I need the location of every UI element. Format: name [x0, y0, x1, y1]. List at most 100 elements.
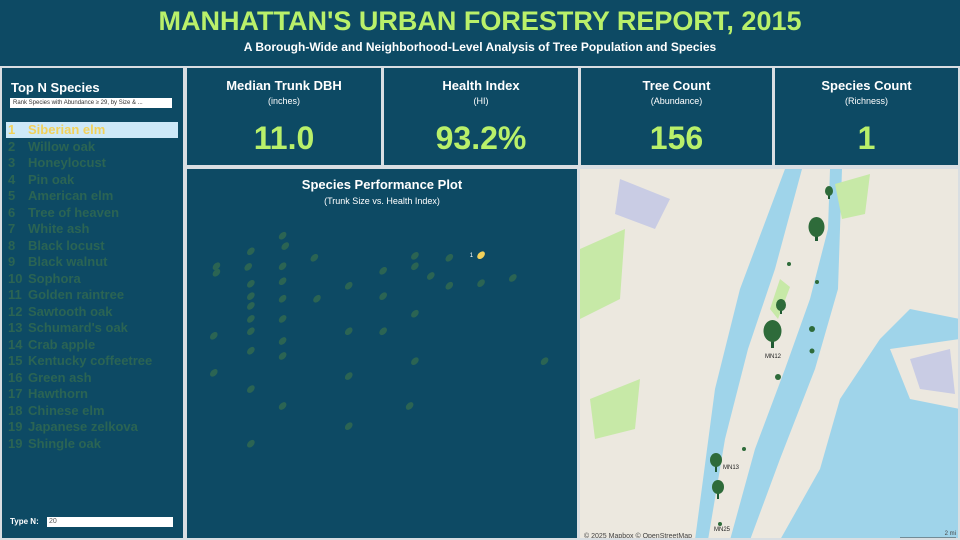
species-item[interactable]: 9 Black walnut — [6, 254, 178, 270]
leaf-point — [411, 309, 419, 318]
tree-icon — [825, 186, 833, 199]
species-item[interactable]: 18 Chinese elm — [6, 403, 178, 419]
leaf-point — [426, 272, 435, 280]
tree-icon — [809, 348, 815, 354]
leaf-point — [247, 292, 255, 300]
leaf-point — [313, 294, 321, 303]
kpi-value: 156 — [649, 120, 704, 156]
leaf-point — [209, 369, 218, 377]
title: MANHATTAN'S URBAN FORESTRY REPORT, 2015 — [158, 6, 802, 36]
species-rank: 4 — [8, 171, 16, 187]
leaf-point — [281, 242, 290, 250]
species-name: Green ash — [28, 369, 92, 385]
tree-icon — [808, 217, 825, 241]
leaf-point — [278, 315, 287, 323]
species-name: Pin oak — [28, 171, 75, 187]
leaf-point — [379, 327, 387, 336]
species-rank: 7 — [8, 221, 16, 236]
leaf-point — [247, 279, 255, 288]
species-name: Tree of heaven — [28, 204, 120, 220]
species-rank: 5 — [8, 188, 16, 203]
species-item[interactable]: 19 Japanese zelkova — [6, 419, 178, 435]
species-item[interactable]: 1 Siberian elm — [6, 122, 178, 138]
species-rank: 16 — [8, 369, 23, 385]
species-item[interactable]: 16 Green ash — [6, 370, 178, 386]
species-rank: 15 — [8, 353, 23, 368]
land-manhattan — [708, 169, 830, 538]
species-name: Chinese elm — [28, 402, 105, 418]
leaf-point — [477, 279, 485, 287]
species-rank: 9 — [8, 254, 16, 269]
species-item[interactable]: 5 American elm — [6, 188, 178, 204]
species-rank: 1 — [8, 122, 16, 137]
leaf-point — [212, 262, 221, 271]
tree-icon — [776, 299, 786, 314]
sidebar: Top N Species Rank Species with Abundanc… — [0, 66, 185, 540]
species-item[interactable]: 6 Tree of heaven — [6, 205, 178, 221]
leaf-point — [379, 266, 387, 275]
area — [615, 179, 670, 229]
tree-icons — [710, 186, 833, 526]
species-name: Shingle oak — [28, 435, 101, 451]
kpi-subtitle: (Richness) — [844, 96, 888, 106]
leaf-point — [508, 274, 517, 282]
leaf-point — [344, 372, 353, 380]
species-name: Hawthorn — [28, 386, 88, 401]
species-rank: 19 — [8, 419, 23, 434]
species-name: Honeylocust — [28, 155, 107, 170]
leaf-point — [278, 337, 287, 345]
tree-icon — [815, 280, 819, 284]
tree-icon — [809, 326, 815, 332]
species-item[interactable]: 7 White ash — [6, 221, 178, 237]
species-item[interactable]: 8 Black locust — [6, 238, 178, 254]
species-item[interactable]: 19 Shingle oak — [6, 436, 178, 452]
species-item[interactable]: 12 Sawtooth oak — [6, 304, 178, 320]
leaf-point — [411, 252, 419, 260]
leaf-point — [540, 357, 549, 365]
species-rank: 19 — [8, 435, 23, 451]
species-item[interactable]: 2 Willow oak — [6, 139, 178, 155]
species-item[interactable]: 3 Honeylocust — [6, 155, 178, 171]
park — [835, 174, 870, 219]
species-item[interactable]: 11 Golden raintree — [6, 287, 178, 303]
species-name: Japanese zelkova — [28, 419, 138, 434]
species-item[interactable]: 10 Sophora — [6, 271, 178, 287]
leaf-point — [247, 385, 255, 393]
species-item[interactable]: 4 Pin oak — [6, 172, 178, 188]
leaf-point — [379, 292, 387, 300]
kpi-card: Tree Count (Abundance) 156 — [579, 66, 774, 167]
species-item[interactable]: 17 Hawthorn — [6, 386, 178, 402]
species-rank: 18 — [8, 402, 23, 418]
scatter-plot: Species Performance Plot (Trunk Size vs.… — [209, 177, 549, 448]
species-item[interactable]: 13 Schumard's oak — [6, 320, 178, 336]
land-nj — [580, 169, 785, 538]
leaf-point — [209, 331, 218, 340]
tree-icon — [742, 447, 746, 451]
species-name: American elm — [28, 188, 114, 203]
land-bronx-queens — [750, 169, 958, 538]
sidebar-title: Top N Species — [11, 80, 100, 95]
leaf-point — [247, 315, 255, 323]
plot-panel: Species Performance Plot (Trunk Size vs.… — [185, 167, 579, 540]
species-rank: 8 — [8, 237, 16, 253]
leaf-point — [278, 262, 287, 271]
species-name: Black walnut — [28, 254, 108, 269]
area — [910, 349, 955, 394]
input-box[interactable]: 20 — [47, 517, 173, 527]
species-name: Sawtooth oak — [28, 303, 113, 319]
species-item[interactable]: 14 Crab apple — [6, 337, 178, 353]
subtitle: A Borough-Wide and Neighborhood-Level An… — [243, 40, 717, 54]
kpi-title: Health Index — [442, 78, 520, 93]
species-item[interactable]: 15 Kentucky coffeetree — [6, 353, 178, 369]
point-label: 1 — [470, 253, 474, 259]
dropdown[interactable]: Rank Species with Abundance ≥ 29, by Siz… — [10, 98, 172, 108]
park — [590, 379, 640, 439]
map: MN12 MN13 MN25 © 2025 Mapbox © OpenStree… — [580, 169, 958, 538]
leaf-point — [247, 247, 255, 256]
species-name: Kentucky coffeetree — [28, 353, 153, 368]
leaf-point — [212, 268, 221, 277]
map-label: MN25 — [714, 527, 731, 533]
leaf-point — [310, 253, 319, 262]
leaf-point — [405, 402, 414, 410]
tree-icon — [787, 262, 791, 266]
